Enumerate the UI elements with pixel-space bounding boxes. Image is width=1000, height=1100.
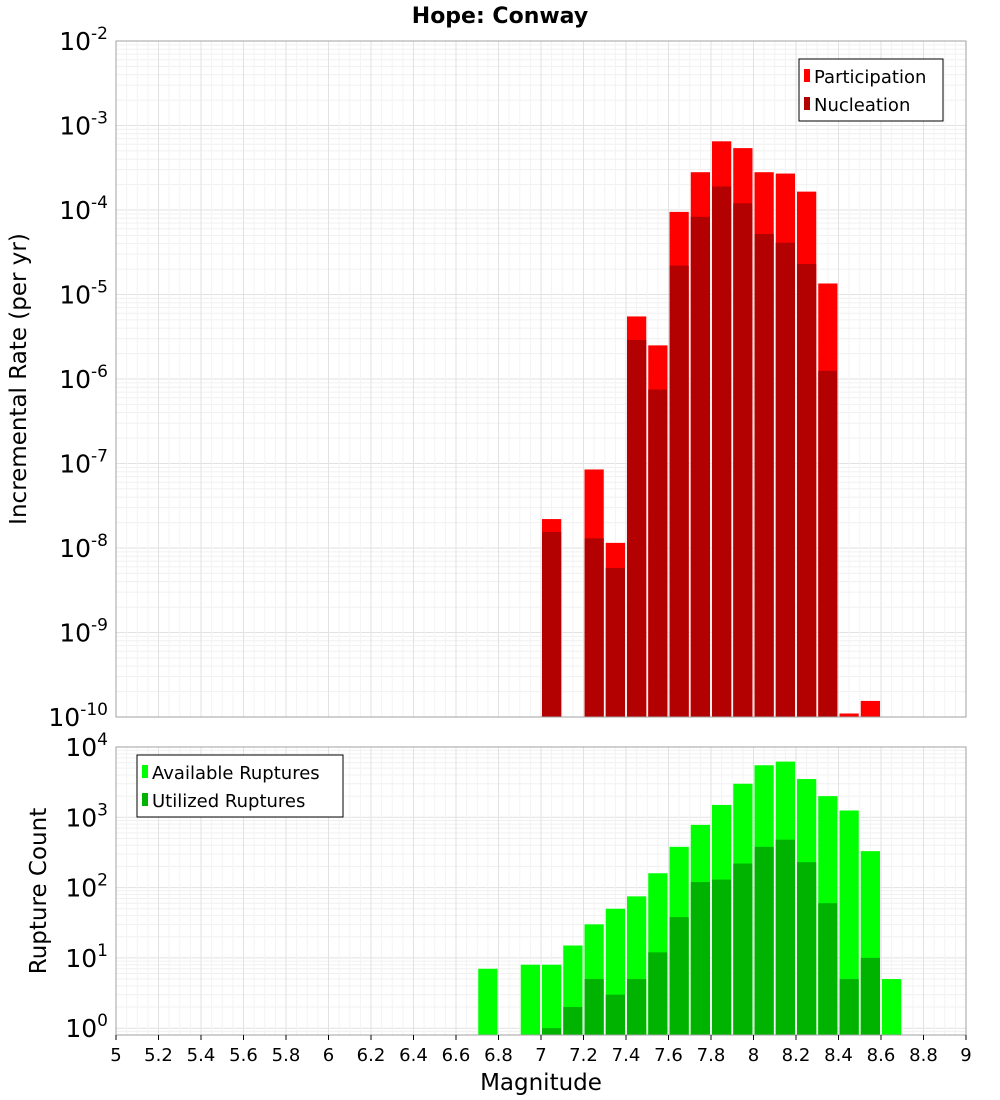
x-tick-label: 5.8 [272, 1045, 301, 1066]
legend-swatch [142, 765, 148, 778]
x-tick-label: 7.2 [569, 1045, 598, 1066]
x-tick-label: 8.6 [867, 1045, 896, 1066]
bar-nucleation-11 [797, 263, 817, 717]
y-tick-label: 10-5 [59, 278, 108, 310]
bottom-bars [478, 761, 902, 1035]
bar-utilized-ruptures-13 [818, 903, 838, 1035]
legend-swatch [804, 69, 810, 82]
bar-nucleation-5 [669, 265, 689, 717]
x-tick-label: 8.4 [824, 1045, 853, 1066]
x-tick-label: 6.8 [484, 1045, 513, 1066]
bar-utilized-ruptures-2 [584, 979, 604, 1035]
bar-nucleation-6 [690, 216, 710, 718]
bar-utilized-ruptures-12 [797, 862, 817, 1035]
y-tick-label: 101 [65, 941, 108, 973]
x-tick-label: 6.2 [357, 1045, 386, 1066]
bottom-y-ticks: 100 101 102 103 104 [65, 730, 108, 1043]
top-plot-border [115, 40, 967, 718]
bar-available-ruptures-2 [542, 964, 562, 1035]
x-tick-label: 7.4 [612, 1045, 641, 1066]
y-tick-label: 10-3 [59, 109, 108, 141]
bar-nucleation-1 [584, 538, 604, 717]
x-tick-label: 6 [323, 1045, 334, 1066]
x-axis-label: Magnitude [480, 1070, 602, 1096]
bar-utilized-ruptures-14 [839, 979, 859, 1035]
x-tick-label: 7.6 [654, 1045, 683, 1066]
bar-nucleation-9 [754, 233, 774, 717]
y-tick-label: 10-9 [59, 616, 108, 648]
y-tick-label: 10-2 [59, 24, 108, 56]
legend-entry: Participation [814, 67, 926, 88]
legend-swatch [142, 793, 148, 806]
x-tick-label: 5.2 [144, 1045, 173, 1066]
bar-utilized-ruptures-5 [648, 952, 668, 1035]
x-tick-label: 5.4 [187, 1045, 216, 1066]
bar-nucleation-2 [605, 567, 625, 717]
bar-utilized-ruptures-9 [733, 863, 753, 1035]
top-bars [542, 141, 880, 718]
top-y-axis-label: Incremental Rate (per yr) [6, 233, 32, 525]
bar-utilized-ruptures-10 [754, 846, 774, 1035]
bar-nucleation-3 [627, 339, 647, 717]
bar-utilized-ruptures-6 [669, 917, 689, 1035]
y-tick-label: 10-7 [59, 447, 108, 479]
bar-participation-13 [839, 713, 859, 717]
y-tick-label: 10-8 [59, 531, 108, 563]
y-tick-label: 10-6 [59, 362, 108, 394]
bar-utilized-ruptures-4 [627, 979, 647, 1035]
legend-entry: Nucleation [814, 95, 910, 116]
x-tick-label: 8 [748, 1045, 759, 1066]
bar-nucleation-7 [712, 186, 732, 718]
x-ticks: 5 5.2 5.4 5.6 5.8 6 6.2 6.4 6.6 6.8 7 7.2 7.4 7.6 7.8 8… [110, 1035, 972, 1066]
legend-entry: Utilized Ruptures [152, 791, 305, 812]
bottom-panel: 100 101 102 103 104 Rupture Count Available … [26, 730, 972, 1096]
legend-swatch [804, 97, 810, 110]
x-tick-label: 8.2 [782, 1045, 811, 1066]
bar-available-ruptures-0 [478, 968, 498, 1035]
bar-available-ruptures-16 [839, 810, 859, 1035]
x-tick-label: 6.4 [399, 1045, 428, 1066]
y-tick-label: 10-4 [59, 193, 108, 225]
y-tick-label: 10-10 [48, 700, 108, 732]
bar-utilized-ruptures-15 [860, 957, 880, 1035]
bar-available-ruptures-1 [520, 964, 540, 1035]
bar-utilized-ruptures-1 [563, 1007, 583, 1035]
x-tick-label: 7 [535, 1045, 546, 1066]
y-tick-label: 102 [65, 871, 108, 903]
bottom-y-axis-label: Rupture Count [26, 808, 52, 974]
x-tick-label: 5.6 [229, 1045, 258, 1066]
x-tick-label: 7.8 [697, 1045, 726, 1066]
bar-utilized-ruptures-7 [690, 882, 710, 1035]
bar-available-ruptures-18 [882, 979, 902, 1035]
bar-utilized-ruptures-3 [605, 994, 625, 1035]
legend-box [798, 58, 944, 122]
x-tick-label: 6.6 [442, 1045, 471, 1066]
top-panel: 10-10 10-9 10-8 10-7 10-6 10-5 10-4 10-3 10-2 In… [6, 24, 967, 732]
x-tick-label: 8.8 [909, 1045, 938, 1066]
top-y-ticks: 10-10 10-9 10-8 10-7 10-6 10-5 10-4 10-3 10-2 [48, 24, 108, 732]
bar-nucleation-4 [648, 389, 668, 717]
legend-box [136, 754, 344, 818]
x-tick-label: 9 [960, 1045, 971, 1066]
legend-entry: Available Ruptures [152, 763, 320, 784]
y-tick-label: 103 [65, 800, 108, 832]
bottom-legend: Available Ruptures Utilized Ruptures [136, 754, 344, 818]
x-tick-label: 5 [110, 1045, 121, 1066]
bar-nucleation-12 [818, 370, 838, 717]
bar-utilized-ruptures-0 [542, 1028, 562, 1035]
top-legend: Participation Nucleation [798, 58, 944, 122]
bar-participation-14 [860, 700, 880, 717]
top-gridlines [115, 40, 967, 718]
bar-utilized-ruptures-11 [775, 839, 795, 1035]
bar-nucleation-10 [775, 242, 795, 717]
y-tick-label: 104 [65, 730, 108, 762]
y-tick-label: 100 [65, 1011, 108, 1043]
bar-nucleation-8 [733, 203, 753, 717]
chart-title: Hope: Conway [412, 4, 588, 29]
bar-nucleation-0 [542, 531, 562, 717]
bar-utilized-ruptures-8 [712, 879, 732, 1035]
